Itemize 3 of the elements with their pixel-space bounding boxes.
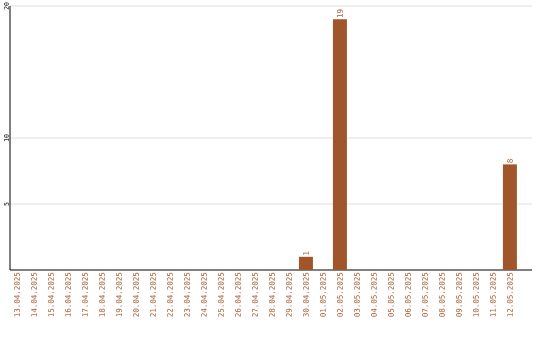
bar xyxy=(502,164,517,270)
bar xyxy=(332,19,347,270)
bar xyxy=(298,256,313,270)
